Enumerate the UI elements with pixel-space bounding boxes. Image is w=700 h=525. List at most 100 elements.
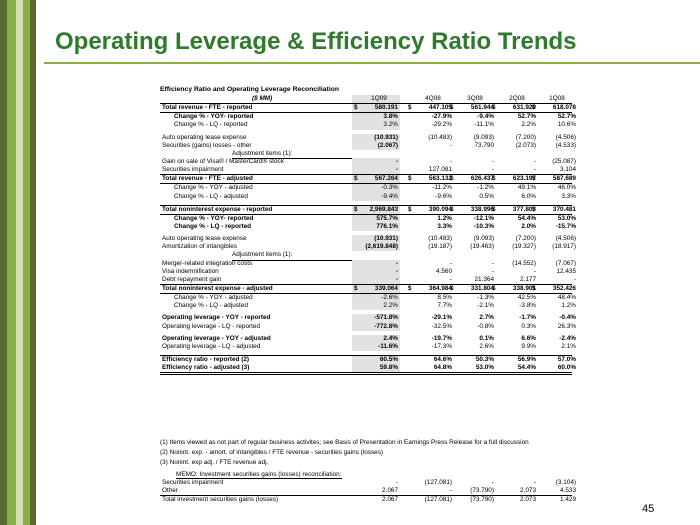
row-label: Total investment securities gains (losse… xyxy=(162,496,279,504)
table-row: Change % - YOY - adjusted -2.6% 8.5% -1.3% 4… xyxy=(160,294,576,303)
row-label: Amortization of intangibles xyxy=(162,243,237,251)
cell-1q08: 57.0% xyxy=(557,355,576,363)
table-title: Efficiency Ratio and Operating Leverage … xyxy=(160,86,340,93)
memo-table: Securities impairment - (127.081) - - (3.104)… xyxy=(160,479,576,504)
cell-2q08: 2.177 xyxy=(520,275,536,283)
cell-1q09: (2,619.848) xyxy=(365,243,398,251)
cell-1q08: 1.429 xyxy=(560,496,576,504)
cell-1q09: -2.6% xyxy=(381,294,398,302)
current-quarter-highlight xyxy=(352,243,400,252)
row-label: Operating leverage - LQ - adjusted xyxy=(162,342,261,350)
row-label: Visa indemnification xyxy=(162,267,219,275)
table-row: Securities impairment - 127.081 - - 3.104 xyxy=(160,166,576,176)
table-row: Auto operating lease expense (10.931) (10.… xyxy=(160,235,576,244)
cell-4q08: - xyxy=(449,487,452,495)
current-quarter-highlight xyxy=(352,275,400,284)
memo-title: MEMO: Investment securities gains (losse… xyxy=(176,471,342,479)
column-header-1q09: 1Q09 xyxy=(371,95,387,102)
dollar-sign: $ xyxy=(408,104,412,112)
table-row: Efficiency ratio - reported (2) 60.5% 64.6… xyxy=(160,354,576,365)
cell-3q08: -12.1% xyxy=(473,214,494,222)
cell-4q08: -29.2% xyxy=(431,121,452,129)
cell-3q08: 0.1% xyxy=(479,334,494,342)
row-label: Securities impairment xyxy=(162,479,224,486)
cell-4q08: 4.560 xyxy=(436,267,452,275)
cell-3q08: (73.790) xyxy=(470,487,494,495)
row-label: Debt repayment gain xyxy=(162,275,222,283)
cell-3q08: - xyxy=(491,166,494,174)
cell-1q08: (4.533) xyxy=(555,141,576,149)
current-quarter-highlight xyxy=(352,184,400,193)
row-label: Change % - YOY- reported xyxy=(174,214,254,222)
table-row: Total noninterest expense - reported $2,9… xyxy=(160,204,576,215)
cell-1q08: -0.4% xyxy=(559,314,576,322)
cell-3q08: (73.790) xyxy=(470,496,494,504)
cell-3q08: 626.437 xyxy=(470,175,494,183)
current-quarter-highlight xyxy=(352,259,400,268)
cell-1q09: (2.067) xyxy=(377,141,398,149)
cell-3q08: 50.3% xyxy=(475,355,494,363)
side-stripe-light xyxy=(16,0,23,525)
cell-2q08: - xyxy=(533,157,536,165)
dollar-sign: $ xyxy=(354,284,358,292)
current-quarter-highlight xyxy=(352,334,400,343)
cell-2q08: 631.920 xyxy=(512,104,536,112)
row-label: Total revenue - FTE - reported xyxy=(162,104,253,112)
column-header-4q08: 4Q08 xyxy=(425,95,441,102)
row-label: Change % - LQ - adjusted xyxy=(174,192,248,200)
row-label: Adjustment items (1): xyxy=(232,150,397,159)
dollar-sign: $ xyxy=(408,284,412,292)
cell-3q08: 2.7% xyxy=(479,314,494,322)
cell-1q08: 3.3% xyxy=(561,192,576,200)
dollar-sign: $ xyxy=(532,284,536,292)
cell-3q08: 53.0% xyxy=(475,364,494,372)
cell-2q08: 338.901 xyxy=(512,284,536,292)
cell-1q09: -9.4% xyxy=(381,192,398,200)
cell-2q08: 49.1% xyxy=(517,184,536,192)
cell-3q08: - xyxy=(491,157,494,165)
cell-2q08: 56.9% xyxy=(517,355,536,363)
current-quarter-highlight xyxy=(352,342,400,351)
cell-1q08: (4.506) xyxy=(555,133,576,141)
dollar-sign: $ xyxy=(354,205,358,213)
cell-1q09: 2.2% xyxy=(383,302,398,310)
cell-2q08: 42.5% xyxy=(517,294,536,302)
cell-1q08: 1.2% xyxy=(561,302,576,310)
current-quarter-highlight xyxy=(352,284,400,294)
cell-1q09: 59.8% xyxy=(379,364,398,372)
cell-1q08: 46.0% xyxy=(557,184,576,192)
cell-1q09: -11.6% xyxy=(378,342,398,350)
table-row: Adjustment items (1): xyxy=(160,251,572,261)
cell-4q08: (10.483) xyxy=(428,133,452,141)
row-label: Operating leverage - LQ - reported xyxy=(162,322,261,330)
current-quarter-highlight xyxy=(352,355,400,365)
units-label: ($ MM) xyxy=(252,95,273,102)
cell-1q08: (4.506) xyxy=(555,235,576,243)
current-quarter-highlight xyxy=(352,133,400,142)
row-label: Change % - YOY - adjusted xyxy=(174,184,253,192)
row-label: Other xyxy=(162,487,178,495)
dollar-sign: $ xyxy=(492,205,496,213)
cell-1q09: - xyxy=(395,275,398,283)
cell-4q08: -11.2% xyxy=(432,184,452,192)
cell-1q09: 575.7% xyxy=(376,214,398,222)
table-row: Change % - LQ - adjusted 2.2% 7.7% -2.1% -3.… xyxy=(160,302,576,311)
cell-3q08: 2.6% xyxy=(479,342,494,350)
table-body: Total revenue - FTE - reported $580.191 $4… xyxy=(160,104,576,376)
row-label: Change % - LQ - reported xyxy=(174,222,252,230)
cell-1q09: 776.1% xyxy=(376,222,398,230)
dollar-sign: $ xyxy=(408,205,412,213)
footnote-2: (2) Nonint. exp. - amort. of intangibles… xyxy=(160,449,384,456)
footnote-3: (3) Nonint. exp adj. / FTE revenue adj. xyxy=(160,459,269,466)
cell-4q08: - xyxy=(449,141,452,149)
cell-4q08: (10.483) xyxy=(428,235,452,243)
cell-1q08: 12.435 xyxy=(556,267,576,275)
cell-3q08: -9.4% xyxy=(477,113,494,121)
current-quarter-highlight xyxy=(352,166,400,175)
dollar-sign: $ xyxy=(450,284,454,292)
cell-4q08: 1.2% xyxy=(437,214,452,222)
cell-1q09: 567.264 xyxy=(374,175,398,183)
dollar-sign: $ xyxy=(532,205,536,213)
cell-1q08: 60.0% xyxy=(557,364,576,372)
memo-row: Other 2.067 - (73.790) 2.073 4.533 xyxy=(160,487,576,497)
